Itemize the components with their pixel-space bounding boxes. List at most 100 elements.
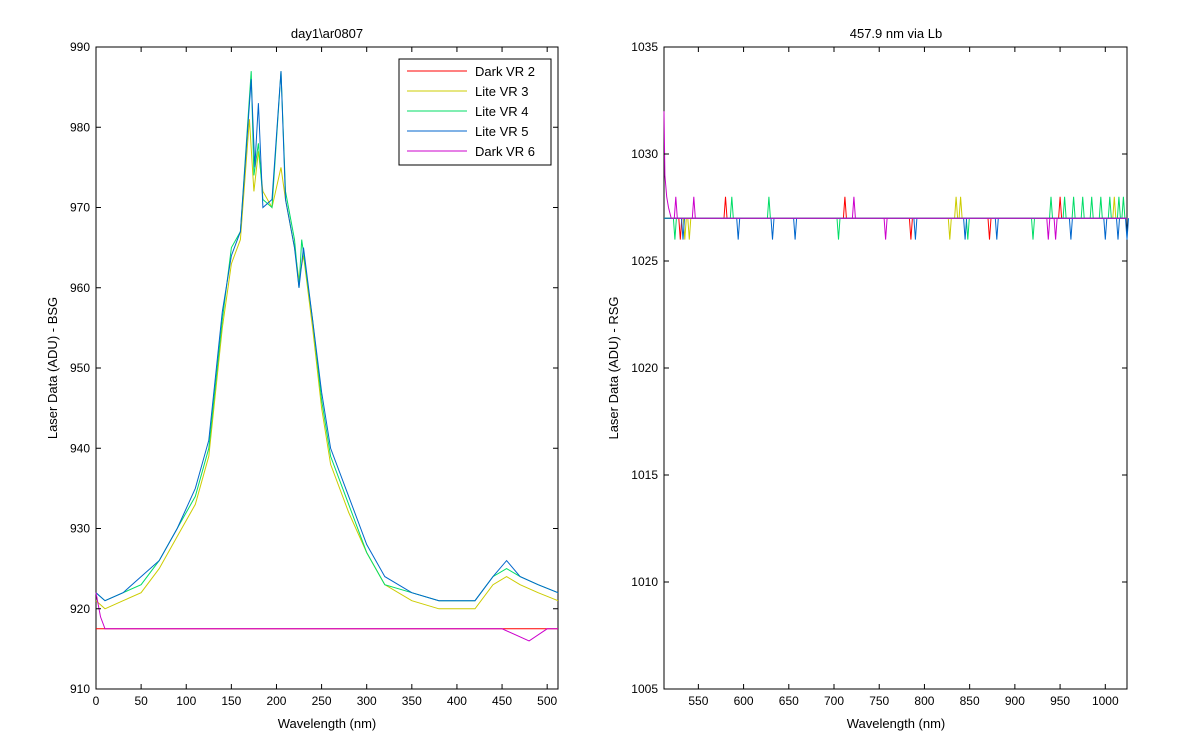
right-y-axis-label: Laser Data (ADU) - RSG	[606, 296, 621, 439]
left-y-tick-label: 930	[70, 522, 90, 536]
right-series-spike	[678, 218, 683, 240]
right-series-spike	[673, 196, 678, 219]
legend-box	[398, 58, 552, 166]
left-x-tick-label: 350	[402, 694, 422, 708]
right-series-spike	[1121, 196, 1126, 219]
right-series-spike	[1103, 218, 1108, 240]
right-series-spike	[793, 218, 798, 240]
legend-entry: Lite VR 3	[475, 84, 528, 99]
left-x-tick-label: 150	[221, 694, 241, 708]
left-axes: 0 50 100 150 200 250 300 350 400 450 500 910 920 930 9…	[45, 26, 559, 731]
right-x-tick-label: 1000	[1092, 694, 1119, 708]
left-y-tick-label: 950	[70, 361, 90, 375]
right-series-spike	[913, 218, 918, 240]
right-series-spike	[691, 196, 696, 219]
left-x-tick-label: 450	[492, 694, 512, 708]
left-x-tick-label: 100	[176, 694, 196, 708]
right-x-axis-label: Wavelength (nm)	[847, 716, 946, 731]
right-series-spike	[729, 196, 734, 219]
left-y-tick-label: 920	[70, 602, 90, 616]
right-x-tick-label: 750	[869, 694, 889, 708]
right-x-tick-label: 800	[914, 694, 934, 708]
right-series-spike	[1080, 196, 1085, 219]
right-series-spike	[908, 218, 913, 240]
legend: Dark VR 2 Lite VR 3 Lite VR 4 Lite VR 5 Dark…	[398, 58, 552, 166]
right-series-spike	[851, 196, 856, 219]
right-y-tick-label: 1015	[631, 468, 658, 482]
left-x-axis-label: Wavelength (nm)	[278, 716, 377, 731]
right-series-spike	[736, 218, 741, 240]
right-axes: 550 600 650 700 750 800 850 900 950 1000 1005 1010 1…	[606, 26, 1129, 731]
right-series-spike	[770, 218, 775, 240]
right-series-spike	[1053, 218, 1058, 240]
left-x-tick-label: 300	[357, 694, 377, 708]
right-y-tick-label: 1035	[631, 40, 658, 54]
right-x-tick-label: 850	[960, 694, 980, 708]
left-y-tick-label: 970	[70, 201, 90, 215]
right-series-spike	[1125, 218, 1129, 240]
right-series-spike	[1089, 196, 1094, 219]
right-series-spike	[1068, 218, 1073, 240]
right-series-spike	[883, 218, 888, 240]
right-y-tick-label: 1005	[631, 682, 658, 696]
right-series-spike	[687, 218, 692, 240]
left-series-line-3	[95, 71, 559, 602]
right-series-spike	[1071, 196, 1076, 219]
right-y-tick-label: 1020	[631, 361, 658, 375]
right-series-spike	[954, 196, 959, 219]
right-series-spike	[672, 218, 677, 240]
right-series-spike	[963, 218, 968, 240]
right-x-tick-label: 700	[824, 694, 844, 708]
legend-entry: Lite VR 5	[475, 124, 528, 139]
right-series-spike	[1049, 196, 1053, 219]
left-x-tick-label: 50	[134, 694, 148, 708]
legend-entry: Dark VR 6	[475, 144, 535, 159]
right-series-spike	[1062, 196, 1067, 219]
right-y-tick-label: 1025	[631, 254, 658, 268]
left-y-tick-label: 940	[70, 441, 90, 455]
left-x-tick-label: 400	[447, 694, 467, 708]
right-series-spike	[1098, 196, 1103, 219]
right-series-spike	[947, 218, 952, 240]
right-y-tick-label: 1010	[631, 575, 658, 589]
right-series-spike	[766, 196, 771, 219]
right-series-spike	[958, 196, 963, 219]
right-series-group	[663, 111, 1129, 240]
right-series-spike	[681, 218, 685, 240]
right-series-spike	[1046, 218, 1051, 240]
left-y-axis-label: Laser Data (ADU) - BSG	[45, 297, 60, 439]
right-plot-area	[663, 46, 1128, 690]
right-x-tick-label: 950	[1050, 694, 1070, 708]
left-x-tick-label: 0	[93, 694, 100, 708]
right-series-spike	[836, 218, 841, 240]
right-series-spike	[987, 218, 992, 240]
right-chart-title: 457.9 nm via Lb	[850, 26, 943, 41]
right-x-tick-label: 900	[1005, 694, 1025, 708]
right-series-spike	[1112, 196, 1117, 219]
left-x-tick-label: 200	[266, 694, 286, 708]
left-y-tick-label: 910	[70, 682, 90, 696]
right-x-tick-label: 600	[734, 694, 754, 708]
left-y-tick-label: 980	[70, 120, 90, 134]
right-series-spike	[965, 218, 970, 240]
left-y-tick-label: 960	[70, 281, 90, 295]
left-x-tick-label: 500	[537, 694, 557, 708]
right-series-spike	[1031, 218, 1035, 240]
right-series-spike	[723, 196, 728, 219]
right-x-tick-label: 650	[779, 694, 799, 708]
left-chart-title: day1\ar0807	[291, 26, 363, 41]
legend-entry: Dark VR 2	[475, 64, 535, 79]
right-series-line-4	[663, 111, 1127, 219]
right-ticks: 550 600 650 700 750 800 850 900 950 1000 1005 1010 1…	[631, 40, 1127, 708]
right-y-tick-label: 1030	[631, 147, 658, 161]
right-series-spike	[1116, 218, 1120, 240]
left-ticks: 0 50 100 150 200 250 300 350 400 450 500 910 920 930 9…	[70, 40, 558, 708]
right-series-spike	[1058, 196, 1063, 219]
right-series-spike	[994, 218, 999, 240]
left-series-line-4	[95, 592, 558, 642]
legend-entry: Lite VR 4	[475, 104, 528, 119]
left-y-tick-label: 990	[70, 40, 90, 54]
right-x-tick-label: 550	[688, 694, 708, 708]
right-series-spike	[1116, 196, 1121, 219]
